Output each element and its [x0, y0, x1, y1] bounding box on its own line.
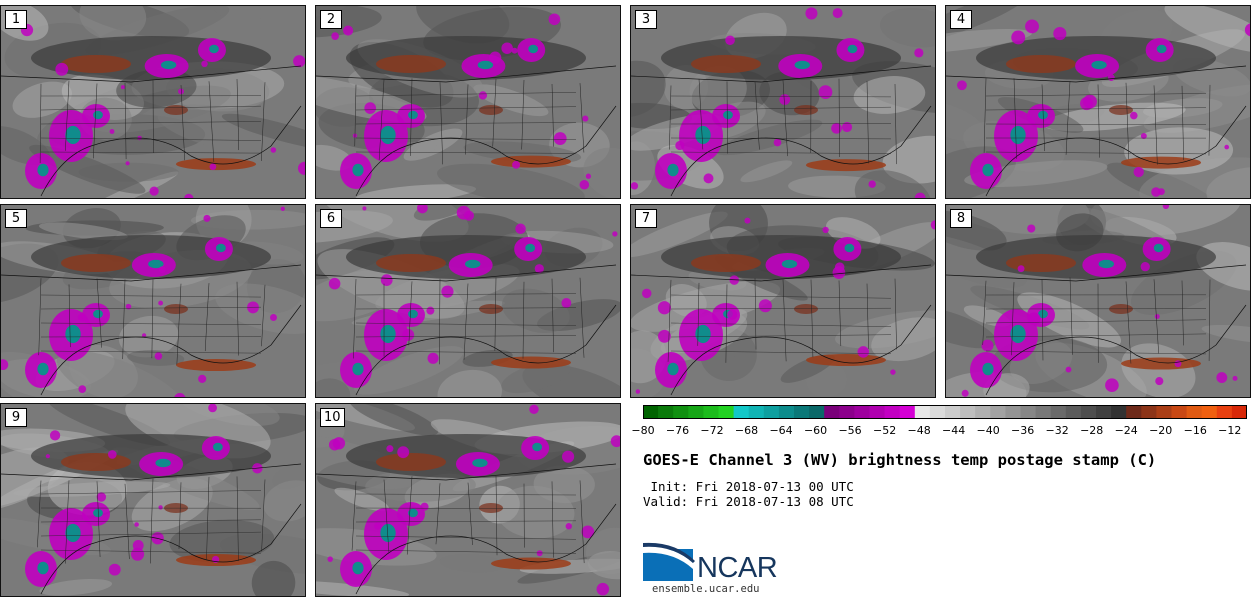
- colorbar-segment: [1111, 405, 1127, 419]
- colorbar-segment: [1171, 405, 1188, 419]
- colorbar-segment: [794, 405, 810, 419]
- colorbar-segment: [688, 405, 704, 419]
- colorbar-segment: [914, 405, 931, 419]
- colorbar-tick-label: −68: [734, 424, 759, 437]
- colorbar-tick-label: −16: [1183, 424, 1207, 437]
- colorbar-segment: [778, 405, 795, 419]
- colorbar-segment: [839, 405, 855, 419]
- postage-stamp-panel: 8: [945, 204, 1251, 398]
- colorbar-segment: [1186, 405, 1203, 419]
- colorbar-segment: [1080, 405, 1097, 419]
- colorbar-tick-label: −48: [907, 424, 931, 437]
- panel-number: 6: [320, 209, 342, 228]
- water-vapor-map: [1, 404, 305, 596]
- postage-stamp-panel: 6: [315, 204, 621, 398]
- panel-number: 5: [5, 209, 27, 228]
- colorbar-tick-label: −52: [872, 424, 897, 437]
- postage-stamp-panel: 1: [0, 5, 306, 199]
- water-vapor-map: [946, 6, 1250, 198]
- colorbar-segment: [854, 405, 870, 419]
- colorbar-segment: [658, 405, 674, 419]
- postage-stamp-panel: 3: [630, 5, 936, 199]
- colorbar-tick-label: −40: [976, 424, 1000, 437]
- colorbar-tick-label: −64: [769, 424, 793, 437]
- postage-stamp-panel: 7: [630, 204, 936, 398]
- init-time: Init: Fri 2018-07-13 00 UTC: [643, 479, 854, 494]
- colorbar-segment: [1126, 405, 1142, 419]
- panel-number: 2: [320, 10, 342, 29]
- colorbar-tick-label: −44: [942, 424, 966, 437]
- colorbar-tick-label: −28: [1080, 424, 1104, 437]
- colorbar-segment: [1231, 405, 1247, 419]
- colorbar-tick-label: −76: [665, 424, 690, 437]
- colorbar-tick-label: −32: [1045, 424, 1069, 437]
- colorbar-segment: [1216, 405, 1233, 419]
- colorbar-segment: [1050, 405, 1067, 419]
- colorbar-segment: [643, 405, 659, 419]
- colorbar-segment: [1020, 405, 1037, 419]
- figure-title: GOES-E Channel 3 (WV) brightness temp po…: [643, 451, 1157, 469]
- colorbar-tick-label: −60: [803, 424, 828, 437]
- water-vapor-map: [1, 6, 305, 198]
- water-vapor-map: [631, 205, 935, 397]
- panel-number: 3: [635, 10, 657, 29]
- colorbar-tick-label: −12: [1218, 424, 1242, 437]
- colorbar-segment: [1035, 405, 1052, 419]
- colorbar-segment: [929, 405, 946, 419]
- colorbar-tick-label: −72: [700, 424, 724, 437]
- ncar-url: ensemble.ucar.edu: [652, 583, 760, 595]
- postage-stamp-panel: 2: [315, 5, 621, 199]
- colorbar-segment: [975, 405, 991, 419]
- colorbar-segment: [1201, 405, 1218, 419]
- colorbar-segment: [748, 405, 765, 419]
- colorbar-segment: [1005, 405, 1021, 419]
- colorbar-segment: [763, 405, 780, 419]
- colorbar-segment: [703, 405, 719, 419]
- colorbar-tick-label: −56: [838, 424, 862, 437]
- ncar-logo-text: NCAR: [697, 552, 778, 584]
- postage-stamp-panel: 5: [0, 204, 306, 398]
- colorbar-segment: [899, 405, 916, 419]
- colorbar: [643, 405, 1247, 419]
- colorbar-segment: [673, 405, 689, 419]
- colorbar-segment: [1065, 405, 1082, 419]
- colorbar-tick-label: −36: [1011, 424, 1035, 437]
- water-vapor-map: [316, 6, 620, 198]
- colorbar-segment: [718, 405, 735, 419]
- postage-stamp-panel: 10: [315, 403, 621, 597]
- postage-stamp-panel: 9: [0, 403, 306, 597]
- ncar-logo-icon: [643, 542, 695, 581]
- colorbar-tick-label: −80: [631, 424, 655, 437]
- colorbar-segment: [733, 405, 750, 419]
- colorbar-segment: [1141, 405, 1157, 419]
- water-vapor-map: [631, 6, 935, 198]
- water-vapor-map: [1, 205, 305, 397]
- postage-stamp-panel: 4: [945, 5, 1251, 199]
- colorbar-segment: [960, 405, 976, 419]
- panel-number: 7: [635, 209, 657, 228]
- valid-time: Valid: Fri 2018-07-13 08 UTC: [643, 494, 854, 509]
- panel-number: 1: [5, 10, 27, 29]
- water-vapor-map: [946, 205, 1250, 397]
- colorbar-segment: [884, 405, 901, 419]
- colorbar-segment: [809, 405, 825, 419]
- water-vapor-map: [316, 205, 620, 397]
- colorbar-segment: [1096, 405, 1112, 419]
- colorbar-segment: [945, 405, 961, 419]
- colorbar-segment: [824, 405, 840, 419]
- colorbar-segment: [869, 405, 886, 419]
- water-vapor-map: [316, 404, 620, 596]
- colorbar-segment: [1156, 405, 1172, 419]
- colorbar-border: [643, 405, 1247, 419]
- colorbar-tick-label: −24: [1114, 424, 1138, 437]
- panel-number: 9: [5, 408, 27, 427]
- panel-number: 10: [320, 408, 345, 427]
- colorbar-tick-label: −20: [1149, 424, 1173, 437]
- panel-number: 4: [950, 10, 972, 29]
- colorbar-segment: [990, 405, 1006, 419]
- panel-number: 8: [950, 209, 972, 228]
